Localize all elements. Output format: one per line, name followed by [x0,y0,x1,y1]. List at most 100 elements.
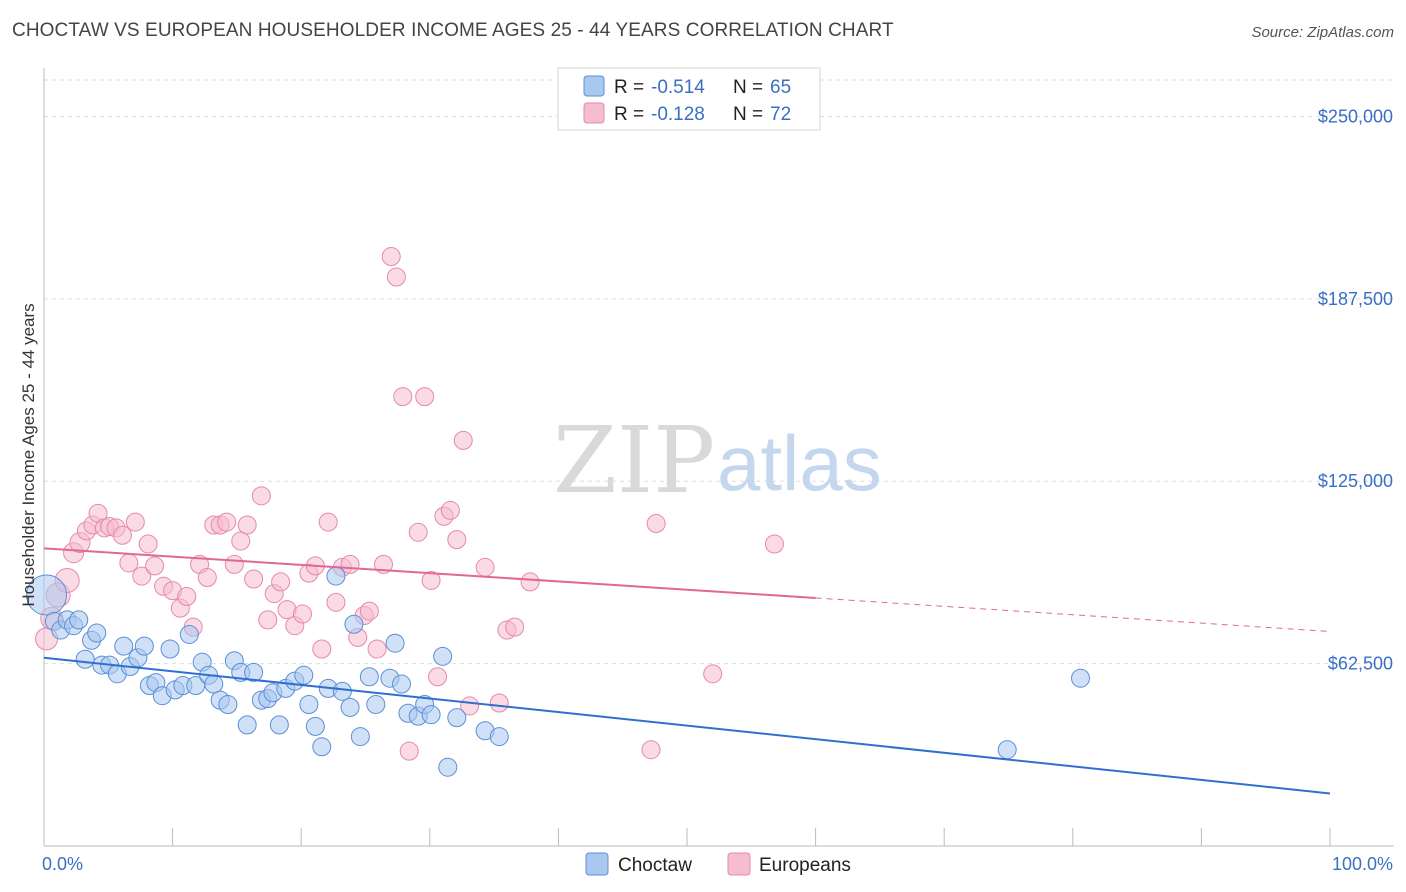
bottom-legend-swatch-choctaw [585,852,609,876]
choctaw-point-32 [244,662,264,682]
x-tick-label-1: 100.0% [1332,854,1393,874]
europeans-point-31 [244,569,264,589]
y-tick-label-2: $187,500 [1318,289,1393,309]
legend-swatch-europeans [583,102,605,124]
choctaw-point-19 [160,639,180,659]
europeans-point-17 [145,556,165,576]
choctaw-point-12 [114,636,134,656]
europeans-point-41 [312,639,332,659]
europeans-point-60 [440,500,460,520]
legend-r-label-0: R = [614,77,644,98]
choctaw-point-5 [69,610,89,630]
choctaw-point-60 [447,708,467,728]
europeans-point-53 [393,387,413,407]
x-tick-label-0: 0.0% [42,854,83,874]
legend: R = -0.514 N = 65 R = -0.128 N = 72 [557,67,821,131]
europeans-point-64 [475,557,495,577]
bottom-legend-swatch-europeans [727,852,751,876]
choctaw-point-49 [359,667,379,687]
choctaw-point-42 [312,737,332,757]
watermark-atlas: atlas [717,419,882,507]
choctaw-point-58 [433,646,453,666]
europeans-point-69 [641,740,661,760]
europeans-point-16 [138,534,158,554]
bottom-legend: Choctaw Europeans [585,852,851,876]
europeans-point-45 [340,554,360,574]
europeans-point-51 [381,247,401,267]
europeans-point-65 [489,693,509,713]
europeans-trend-line [43,547,816,599]
y-axis-label: Householder Income Ages 25 - 44 years [19,303,38,606]
choctaw-point-63 [997,740,1017,760]
europeans-point-21 [177,587,197,607]
europeans-point-72 [646,514,666,534]
choctaw-point-41 [305,716,325,736]
legend-r-label-1: R = [614,104,644,125]
choctaw-point-64 [1071,668,1091,688]
europeans-point-49 [367,639,387,659]
europeans-point-38 [292,604,312,624]
europeans-point-48 [359,601,379,621]
europeans-point-30 [237,515,257,535]
legend-n-value-1: 72 [770,104,791,125]
europeans-point-27 [217,512,237,532]
bottom-legend-choctaw: Choctaw [618,855,692,876]
choctaw-point-53 [392,674,412,694]
choctaw-point-44 [326,566,346,586]
choctaw-point-15 [134,636,154,656]
europeans-point-54 [399,741,419,761]
choctaw-point-40 [299,694,319,714]
europeans-point-62 [453,430,473,450]
choctaw-point-46 [340,697,360,717]
europeans-point-35 [271,572,291,592]
legend-r-value-1: -0.128 [651,104,705,125]
y-tick-labels: $62,500 $125,000 $187,500 $250,000 [1318,106,1393,673]
europeans-point-32 [251,486,271,506]
choctaw-point-57 [421,705,441,725]
choctaw-point-52 [385,633,405,653]
legend-n-label-0: N = [733,77,763,98]
legend-r-value-0: -0.514 [651,77,705,98]
choctaw-point-28 [218,694,238,714]
europeans-point-15 [132,566,152,586]
legend-swatch-choctaw [583,75,605,97]
chart-title: CHOCTAW VS EUROPEAN HOUSEHOLDER INCOME A… [12,20,894,41]
europeans-point-42 [318,512,338,532]
europeans-point-68 [520,572,540,592]
choctaw-point-39 [294,665,314,685]
europeans-point-52 [386,267,406,287]
y-tick-label-1: $125,000 [1318,471,1393,491]
choctaw-point-26 [204,674,224,694]
europeans-point-28 [224,554,244,574]
choctaw-point-45 [332,681,352,701]
watermark: ZIP atlas [553,407,882,514]
legend-n-value-0: 65 [770,77,791,98]
axes [43,68,1394,847]
europeans-point-71 [764,534,784,554]
choctaw-point-8 [87,623,107,643]
choctaw-trend-line [43,656,1331,795]
choctaw-point-62 [489,727,509,747]
choctaw-point-59 [438,757,458,777]
watermark-zip: ZIP [553,407,715,514]
europeans-point-67 [505,617,525,637]
legend-n-label-1: N = [733,104,763,125]
source-label: Source: ZipAtlas.com [1251,24,1394,41]
bottom-legend-europeans: Europeans [759,855,851,876]
choctaw-points [26,566,1091,777]
europeans-point-33 [258,610,278,630]
choctaw-point-0 [26,574,68,616]
europeans-point-24 [197,568,217,588]
europeans-trend-extension [815,597,1331,633]
y-tick-label-0: $62,500 [1328,654,1393,674]
europeans-point-29 [231,531,251,551]
choctaw-point-36 [269,715,289,735]
europeans-point-70 [703,664,723,684]
europeans-point-55 [408,522,428,542]
europeans-point-56 [415,387,435,407]
choctaw-point-48 [350,727,370,747]
choctaw-point-6 [75,649,95,669]
europeans-point-61 [447,530,467,550]
choctaw-point-22 [179,624,199,644]
